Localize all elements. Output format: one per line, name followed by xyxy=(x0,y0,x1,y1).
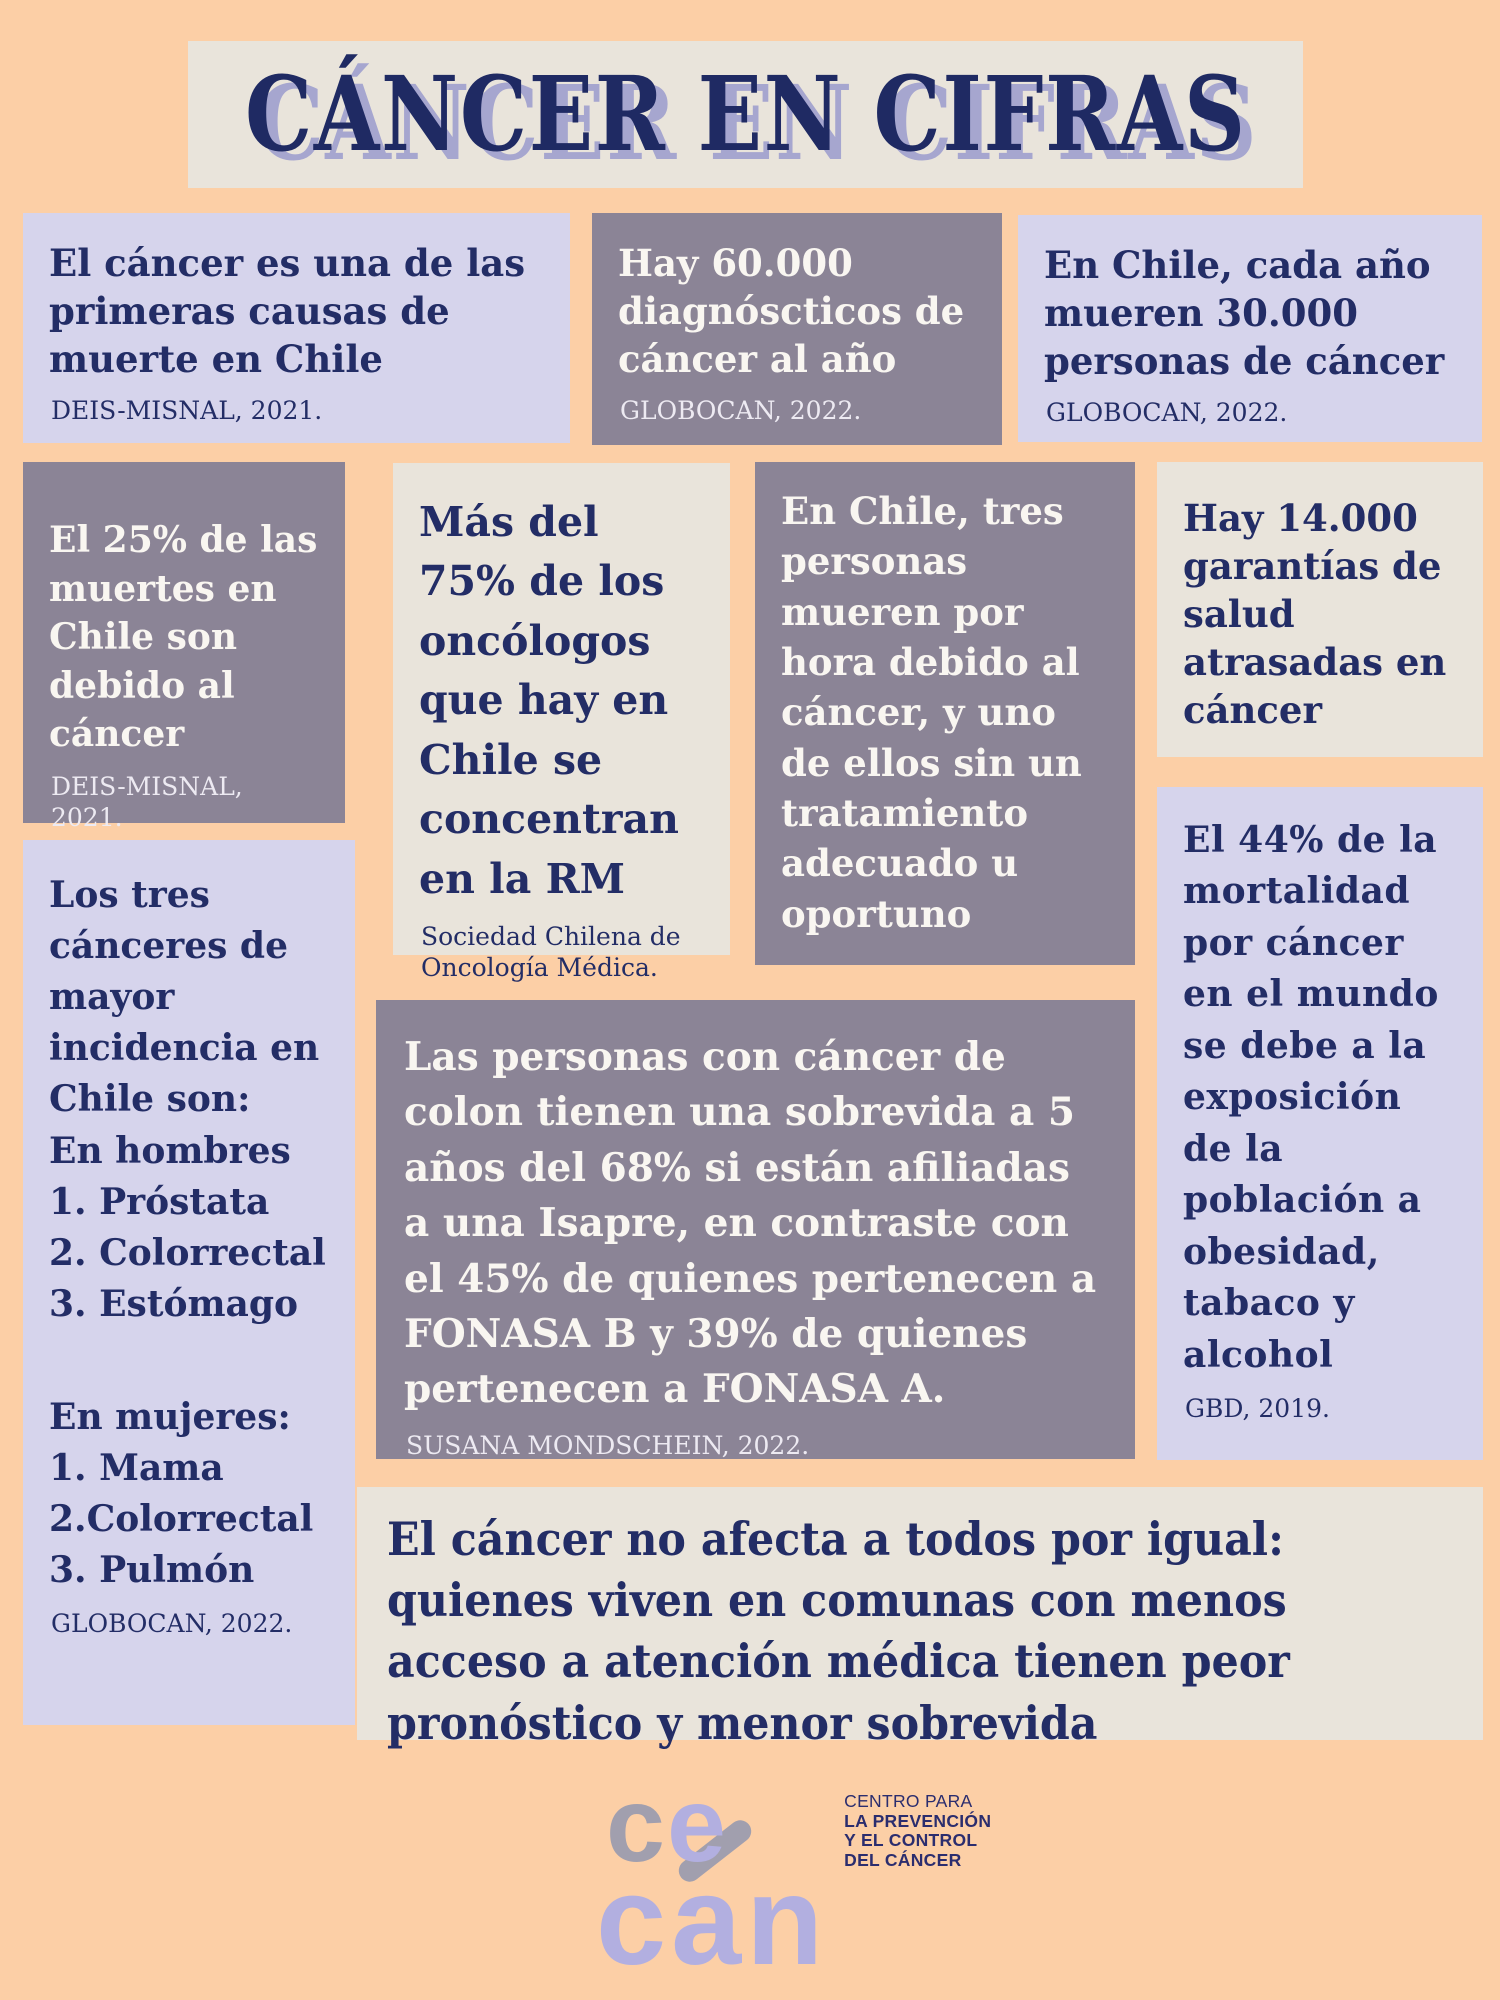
source-citation: GLOBOCAN, 2022. xyxy=(620,396,862,426)
card-colon-cancer-survival: Las personas con cáncer de colon tienen … xyxy=(376,1000,1135,1460)
stat-text: El 25% de las muertes en Chile son debid… xyxy=(49,519,318,756)
logo-can-letters: can xyxy=(596,1849,829,1991)
list-item: 2.Colorrectal xyxy=(49,1498,314,1541)
stat-text: Hay 14.000 garantías de salud atrasadas … xyxy=(1183,496,1447,733)
logo-letter-e: e xyxy=(666,1766,728,1884)
org-line: DEL CÁNCER xyxy=(844,1849,962,1870)
stat-text: En Chile, tres personas mueren por hora … xyxy=(781,489,1082,936)
org-line: Y EL CONTROL xyxy=(844,1830,978,1851)
source-citation: GLOBOCAN, 2022. xyxy=(51,1609,293,1639)
group-label-women: En mujeres: xyxy=(49,1395,291,1438)
source-citation: GLOBOCAN, 2022. xyxy=(1046,398,1288,428)
stat-text: Las personas con cáncer de colon tienen … xyxy=(404,1034,1097,1413)
stat-text: El cáncer no afecta a todos por igual: q… xyxy=(387,1512,1290,1750)
cecan-logo: ce can CENTRO PARA LA PREVENCIÓN Y EL CO… xyxy=(596,1772,1036,1997)
card-annual-diagnoses: Hay 60.000 diagnóscticos de cáncer al añ… xyxy=(592,213,1002,445)
stat-text: El cáncer es una de las primeras causas … xyxy=(49,241,526,382)
card-first-cause-of-death: El cáncer es una de las primeras causas … xyxy=(23,213,570,443)
card-mortality-risk-factors: El 44% de la mortalidad por cáncer en el… xyxy=(1157,787,1483,1460)
source-citation: DEIS-MISNAL, 2021. xyxy=(51,771,243,833)
organization-name: CENTRO PARA LA PREVENCIÓN Y EL CONTROL D… xyxy=(844,1791,992,1997)
page-title: CÁNCER EN CIFRAS xyxy=(244,54,1247,175)
card-oncologists-concentration: Más del 75% de los oncólogos que hay en … xyxy=(393,463,730,982)
org-line: CENTRO PARA xyxy=(844,1791,973,1811)
card-delayed-health-guarantees: Hay 14.000 garantías de salud atrasadas … xyxy=(1157,462,1483,757)
card-deaths-per-hour: En Chile, tres personas mueren por hora … xyxy=(755,462,1135,965)
list-item: 1. Próstata xyxy=(49,1180,270,1223)
list-item: 3. Pulmón xyxy=(49,1549,255,1592)
card-top-incidence-cancers: Los tres cánceres de mayor incidencia en… xyxy=(23,840,355,1725)
stat-text: Hay 60.000 diagnóscticos de cáncer al añ… xyxy=(618,241,965,382)
source-citation: GBD, 2019. xyxy=(1185,1394,1330,1424)
logo-letter-c: c xyxy=(606,1766,667,1884)
list-item: 2. Colorrectal xyxy=(49,1231,326,1274)
card-quarter-of-deaths: El 25% de las muertes en Chile son debid… xyxy=(23,462,345,832)
list-item: 3. Estómago xyxy=(49,1282,299,1325)
stat-text: Más del 75% de los oncólogos que hay en … xyxy=(419,498,679,903)
logo-ce-letters: ce xyxy=(606,1772,828,1878)
source-citation: Sociedad Chilena de Oncología Médica. xyxy=(421,922,681,983)
list-item: 1. Mama xyxy=(49,1447,224,1490)
source-citation: DEIS-MISNAL, 2021. xyxy=(51,396,323,426)
stat-text: El 44% de la mortalidad por cáncer en el… xyxy=(1183,819,1439,1376)
card-annual-deaths: En Chile, cada año mueren 30.000 persona… xyxy=(1018,215,1482,442)
stat-text: En Chile, cada año mueren 30.000 persona… xyxy=(1044,243,1445,384)
list-heading: Los tres cánceres de mayor incidencia en… xyxy=(49,874,320,1121)
card-inequality-of-access: El cáncer no afecta a todos por igual: q… xyxy=(357,1487,1483,1750)
source-citation: SUSANA MONDSCHEIN, 2022. xyxy=(406,1430,810,1460)
org-line: LA PREVENCIÓN xyxy=(844,1810,992,1831)
cecan-logo-mark: ce can xyxy=(596,1772,829,1997)
title-banner: CÁNCER EN CIFRAS xyxy=(188,41,1303,188)
group-label-men: En hombres xyxy=(49,1129,291,1172)
